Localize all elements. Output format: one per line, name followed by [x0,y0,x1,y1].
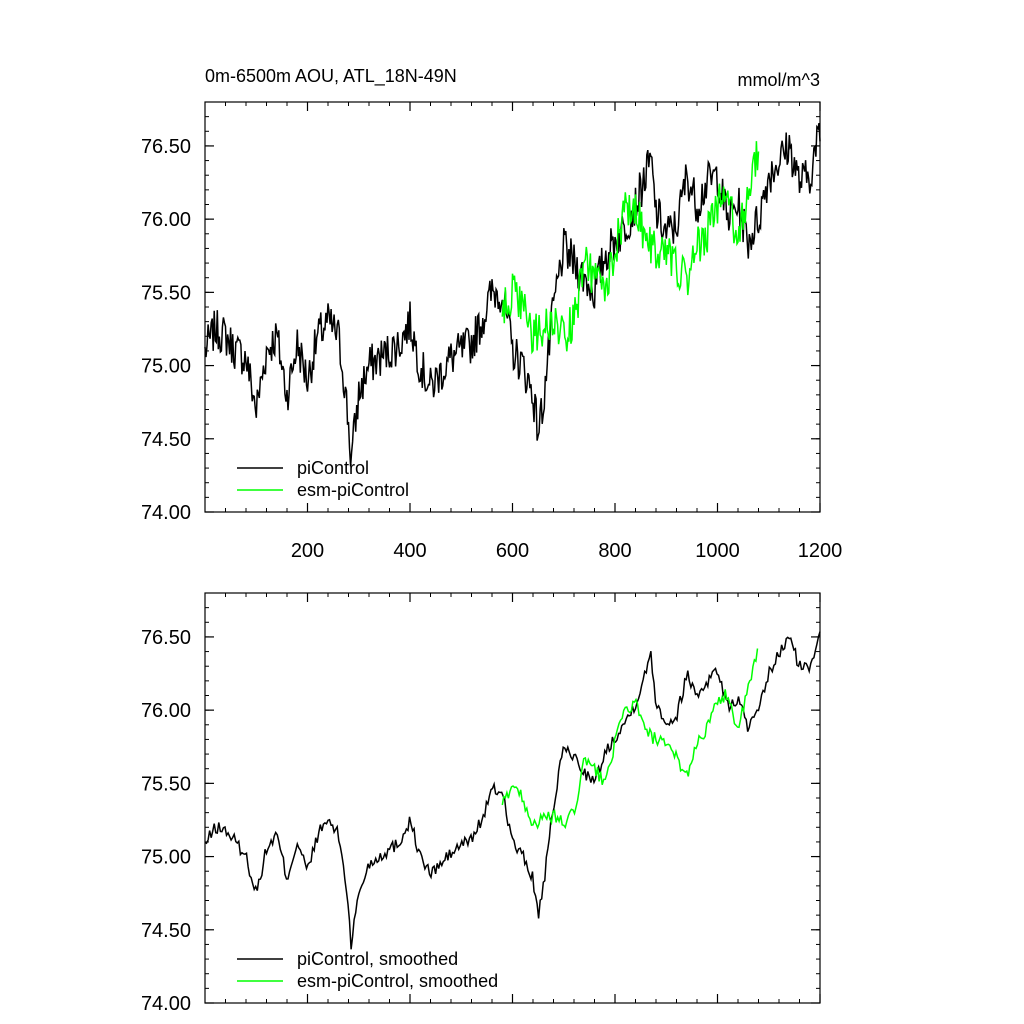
legend-label: esm-piControl, smoothed [297,971,498,991]
series-line-esm-picontrol [501,141,760,355]
series-line-picontrol-smoothed [204,631,821,950]
x-tick-label: 1000 [695,540,740,562]
y-tick-label: 76.00 [141,700,191,722]
panel-title: 0m-6500m AOU, ATL_18N-49N [205,66,457,87]
y-tick-label: 75.00 [141,356,191,378]
y-tick-label: 76.00 [141,209,191,231]
series-line-picontrol [204,122,821,467]
legend-label: piControl [297,458,369,478]
series-line-esm-picontrol-smoothed [501,648,759,830]
legend-label: piControl, smoothed [297,949,458,969]
x-tick-label: 1200 [798,540,843,562]
y-tick-label: 74.50 [141,429,191,451]
y-tick-label: 74.00 [141,502,191,524]
plot-frame [204,101,821,513]
x-tick-label: 600 [496,540,529,562]
y-tick-label: 75.50 [141,282,191,304]
x-tick-label: 800 [598,540,631,562]
y-tick-label: 76.50 [141,627,191,649]
y-tick-label: 74.50 [141,920,191,942]
bottom-chart: 74.00 74.50 75.00 75.50 76.00 76.50 piControl,… [141,592,821,1015]
y-tick-label: 75.00 [141,847,191,869]
legend-label: esm-piControl [297,480,409,500]
y-tick-label: 75.50 [141,773,191,795]
y-tick-label: 76.50 [141,136,191,158]
plot-frame [204,592,821,1004]
units-label: mmol/m^3 [738,70,820,90]
x-tick-label: 400 [393,540,426,562]
top-chart: 74.00 74.50 75.00 75.50 76.00 76.50 200 400 600 8… [141,101,843,562]
x-tick-label: 200 [291,540,324,562]
y-tick-label: 74.00 [141,993,191,1015]
